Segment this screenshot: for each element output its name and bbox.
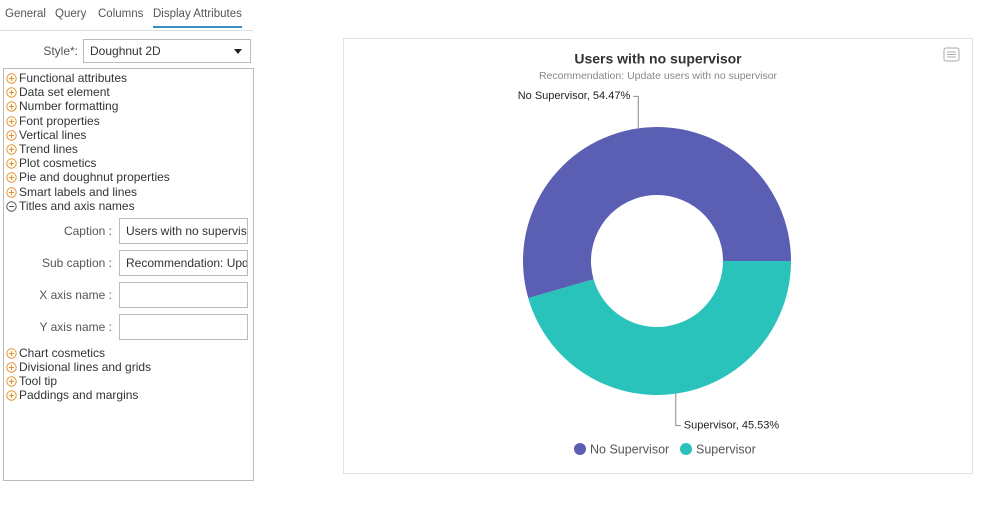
collapse-icon (6, 201, 17, 212)
leader-line (633, 95, 639, 129)
expand-icon (6, 73, 17, 84)
tree-item[interactable]: Number formatting (6, 99, 118, 113)
tree-item[interactable]: Functional attributes (6, 71, 127, 85)
dropdown-arrow (234, 49, 242, 54)
tree-item-label: Pie and doughnut properties (19, 170, 170, 185)
expand-icon (6, 115, 17, 127)
tree-item[interactable]: Smart labels and lines (6, 185, 137, 199)
legend-label: Supervisor (696, 442, 756, 456)
expand-icon (6, 390, 17, 402)
tree-item-label: Plot cosmetics (19, 156, 97, 171)
attribute-tree: Functional attributes Data set element Num… (3, 68, 254, 481)
doughnut-slice (523, 126, 791, 299)
field-label: X axis name : (39, 287, 112, 302)
tab[interactable]: Columns (98, 8, 144, 20)
tree-item-label: Paddings and margins (19, 388, 139, 403)
expand-icon (6, 158, 17, 169)
style-label: Style*: (43, 44, 78, 58)
expand-icon (6, 130, 17, 141)
tree-item-label: Divisional lines and grids (19, 360, 152, 374)
field-input[interactable]: Recommendation: Update users with no sup… (119, 249, 248, 276)
expand-icon (6, 348, 17, 359)
tab-divider (0, 30, 253, 31)
tree-item-label: Vertical lines (19, 127, 87, 142)
panel-border (343, 38, 973, 474)
tree-item-label: Font properties (19, 113, 100, 128)
menu-icon[interactable] (943, 47, 960, 62)
tree-item[interactable]: Vertical lines (6, 128, 86, 142)
tree-item[interactable]: Chart cosmetics (6, 346, 105, 360)
expand-icon (6, 362, 17, 373)
tree-item[interactable]: Pie and doughnut properties (6, 170, 170, 184)
tree-item[interactable]: Font properties (6, 114, 100, 128)
field-input[interactable]: Users with no supervisor (119, 217, 248, 244)
tree-item-label: Data set element (19, 85, 110, 100)
tree-item[interactable]: Divisional lines and grids (6, 360, 151, 374)
tree-item-label: Chart cosmetics (19, 345, 106, 360)
leader-line (675, 393, 681, 427)
field-input[interactable] (119, 281, 248, 308)
tree-item[interactable]: Tool tip (6, 374, 57, 388)
doughnut-slice (528, 261, 791, 395)
data-label: No Supervisor, 54.47% (518, 90, 631, 102)
tab[interactable]: Query (55, 8, 87, 20)
expand-icon (6, 376, 17, 387)
legend-marker (574, 443, 586, 455)
tree-item-label: Number formatting (19, 99, 119, 114)
expand-icon (6, 144, 17, 155)
tree-item[interactable]: Titles and axis names (6, 199, 135, 213)
tree-item[interactable]: Plot cosmetics (6, 156, 96, 170)
expand-icon (6, 172, 17, 184)
tree-item-label: Trend lines (19, 142, 78, 156)
chart-subtitle: Recommendation: Update users with no sup… (539, 70, 778, 82)
tree-item-label: Titles and axis names (19, 198, 135, 213)
legend-label: No Supervisor (590, 442, 669, 456)
data-label: Supervisor, 45.53% (684, 420, 780, 432)
style-dropdown[interactable]: Doughnut 2D (83, 39, 251, 63)
field-input[interactable] (119, 313, 248, 340)
chart-title: Users with no supervisor (574, 51, 742, 67)
field-label: Caption : (63, 223, 112, 238)
field-label: Y axis name : (39, 319, 112, 334)
expand-icon (6, 87, 17, 98)
tree-item-label: Tool tip (19, 374, 58, 389)
tab[interactable]: Display Attributes (153, 8, 242, 28)
tab[interactable]: General (5, 8, 46, 20)
tree-item[interactable]: Trend lines (6, 142, 78, 156)
expand-icon (6, 186, 17, 198)
tree-item-label: Functional attributes (19, 71, 128, 85)
style-value: Doughnut 2D (90, 44, 161, 58)
tree-item[interactable]: Paddings and margins (6, 388, 138, 402)
tree-item[interactable]: Data set element (6, 85, 110, 99)
expand-icon (6, 101, 17, 113)
chart-panel: Users with no supervisor Recommendation:… (343, 38, 973, 474)
field-label: Sub caption : (41, 255, 112, 270)
tree-item-label: Smart labels and lines (19, 184, 138, 199)
legend-marker (680, 443, 692, 455)
